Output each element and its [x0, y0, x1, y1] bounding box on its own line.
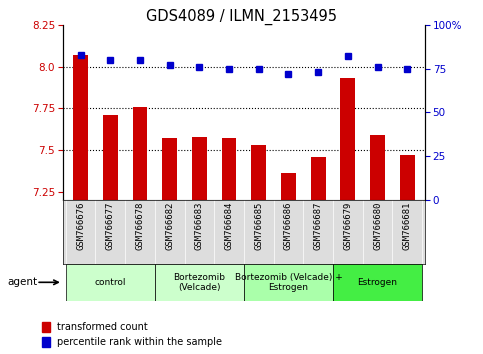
- Text: GSM766680: GSM766680: [373, 202, 382, 250]
- Bar: [251, 145, 266, 200]
- Bar: [311, 156, 326, 200]
- Text: control: control: [95, 278, 126, 287]
- Bar: [162, 138, 177, 200]
- Bar: [73, 55, 88, 200]
- Text: Bortezomib
(Velcade): Bortezomib (Velcade): [173, 273, 226, 292]
- Text: transformed count: transformed count: [57, 322, 148, 332]
- Bar: [132, 107, 147, 200]
- Bar: [400, 155, 414, 200]
- Bar: [281, 173, 296, 200]
- Text: GSM766679: GSM766679: [343, 202, 352, 250]
- Bar: [333, 264, 422, 301]
- Text: GSM766678: GSM766678: [136, 202, 144, 250]
- Text: GSM766683: GSM766683: [195, 202, 204, 250]
- Text: Bortezomib (Velcade) +
Estrogen: Bortezomib (Velcade) + Estrogen: [235, 273, 342, 292]
- Text: agent: agent: [7, 277, 37, 287]
- Bar: [341, 78, 355, 200]
- Text: GSM766685: GSM766685: [254, 202, 263, 250]
- Text: GSM766677: GSM766677: [106, 202, 115, 250]
- Text: GSM766687: GSM766687: [313, 202, 323, 250]
- Text: GSM766684: GSM766684: [225, 202, 234, 250]
- Text: GSM766686: GSM766686: [284, 202, 293, 250]
- Bar: [244, 264, 333, 301]
- Bar: [155, 264, 244, 301]
- Text: GSM766682: GSM766682: [165, 202, 174, 250]
- Bar: [103, 115, 118, 200]
- Bar: [370, 135, 385, 200]
- Bar: [42, 322, 50, 332]
- Bar: [222, 138, 237, 200]
- Bar: [192, 137, 207, 200]
- Bar: [42, 337, 50, 347]
- Text: GDS4089 / ILMN_2153495: GDS4089 / ILMN_2153495: [146, 9, 337, 25]
- Text: GSM766676: GSM766676: [76, 202, 85, 250]
- Text: percentile rank within the sample: percentile rank within the sample: [57, 337, 223, 347]
- Text: GSM766681: GSM766681: [403, 202, 412, 250]
- Text: Estrogen: Estrogen: [357, 278, 398, 287]
- Bar: [66, 264, 155, 301]
